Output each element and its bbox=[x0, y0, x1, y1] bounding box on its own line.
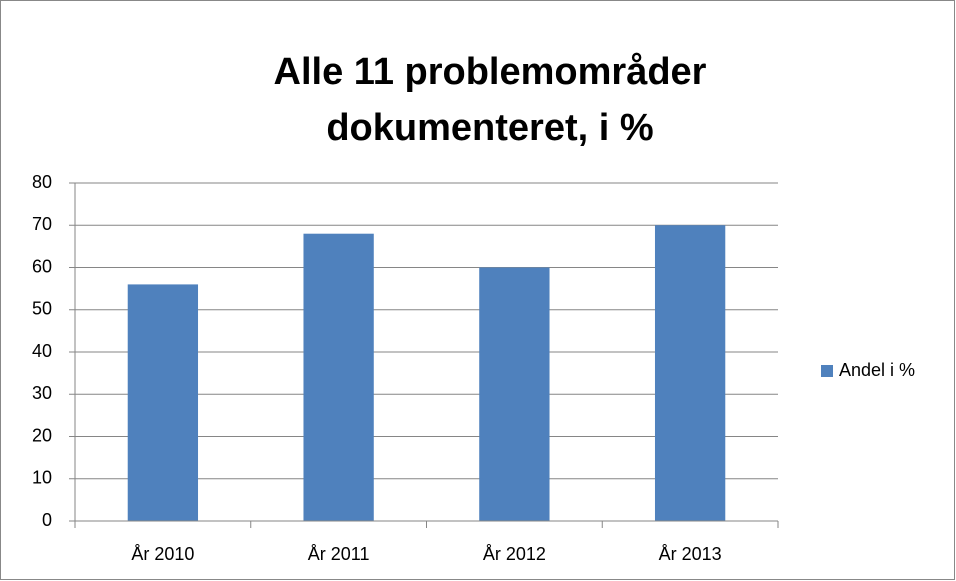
bar bbox=[127, 284, 199, 521]
x-tick-label: År 2011 bbox=[308, 544, 370, 564]
x-tick-label: År 2013 bbox=[659, 544, 722, 564]
y-tick-label: 60 bbox=[32, 256, 52, 276]
chart-title: Alle 11 problemområder dokumenteret, i % bbox=[273, 51, 707, 149]
legend-label: Andel i % bbox=[839, 360, 915, 380]
y-tick-label: 0 bbox=[42, 510, 52, 530]
y-tick-label: 40 bbox=[32, 341, 52, 361]
bar bbox=[479, 267, 550, 521]
y-tick-label: 70 bbox=[32, 214, 52, 234]
x-tick-label: År 2012 bbox=[483, 544, 546, 564]
y-tick-label: 30 bbox=[32, 383, 52, 403]
y-tick-label: 80 bbox=[32, 172, 52, 192]
legend-swatch bbox=[821, 365, 833, 377]
y-tick-label: 50 bbox=[32, 299, 52, 319]
bar bbox=[303, 233, 374, 521]
x-tick-label: År 2010 bbox=[131, 544, 194, 564]
y-tick-label: 20 bbox=[32, 425, 52, 445]
y-tick-label: 10 bbox=[32, 468, 52, 488]
bar bbox=[654, 225, 726, 521]
